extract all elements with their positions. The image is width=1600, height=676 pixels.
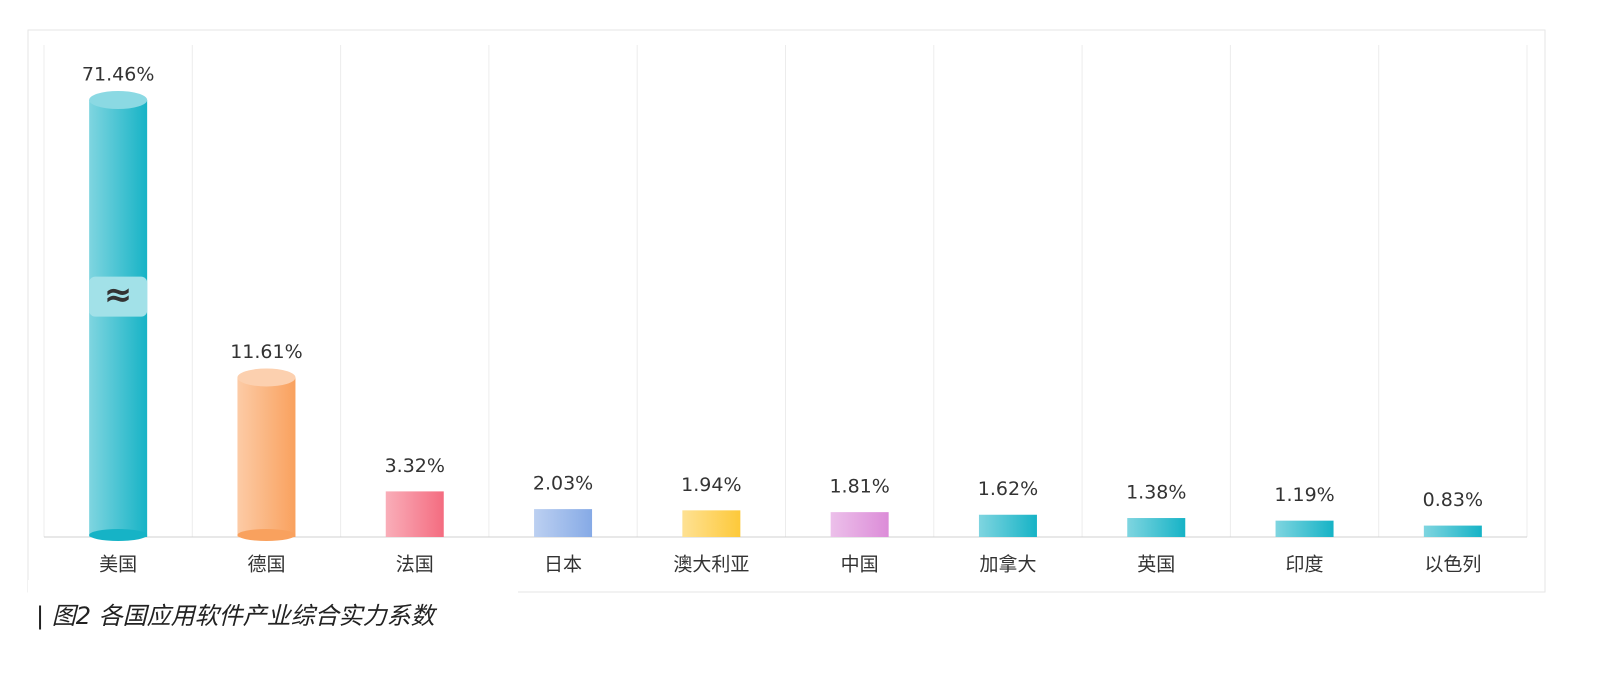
axis-break: [89, 276, 148, 317]
bar-cap: [89, 91, 148, 109]
bar: [89, 100, 148, 537]
bar: [830, 512, 889, 537]
bar: [534, 509, 593, 537]
bar: [385, 491, 444, 537]
value-label: 1.19%: [1274, 484, 1334, 506]
x-tick-label: 日本: [544, 554, 582, 576]
bar: [1275, 520, 1334, 537]
value-label: 1.62%: [978, 478, 1038, 500]
frame: [27, 29, 1546, 593]
x-tick-label: 英国: [1137, 554, 1175, 576]
chart-title: | 图2 各国应用软件产业综合实力系数: [36, 602, 438, 630]
x-tick-label: 美国: [99, 554, 137, 576]
x-tick-label: 加拿大: [979, 553, 1036, 576]
x-tick-label: 印度: [1286, 554, 1324, 576]
bar-cap: [237, 368, 296, 387]
x-tick-label: 德国: [247, 554, 285, 576]
value-label: 1.81%: [829, 476, 889, 498]
value-label: 71.46%: [82, 64, 154, 86]
bar-foot: [237, 529, 296, 541]
x-tick-label: 法国: [396, 554, 434, 576]
value-label: 1.94%: [681, 474, 741, 496]
bar: [1423, 525, 1482, 537]
value-label: 2.03%: [533, 473, 593, 495]
x-tick-label: 澳大利亚: [673, 554, 749, 576]
x-tick-label: 以色列: [1424, 554, 1481, 576]
x-tick-label: 中国: [841, 554, 879, 576]
value-label: 3.32%: [385, 455, 445, 477]
bar: [978, 514, 1037, 537]
axis-break-label: ≈: [104, 275, 133, 315]
bar: [682, 510, 741, 537]
bar-foot: [89, 529, 148, 541]
value-label: 1.38%: [1126, 482, 1186, 504]
bar: [237, 377, 296, 537]
caption-bg: [28, 580, 518, 600]
bar: [1127, 518, 1186, 537]
value-label: 11.61%: [230, 341, 302, 363]
value-label: 0.83%: [1423, 489, 1483, 511]
